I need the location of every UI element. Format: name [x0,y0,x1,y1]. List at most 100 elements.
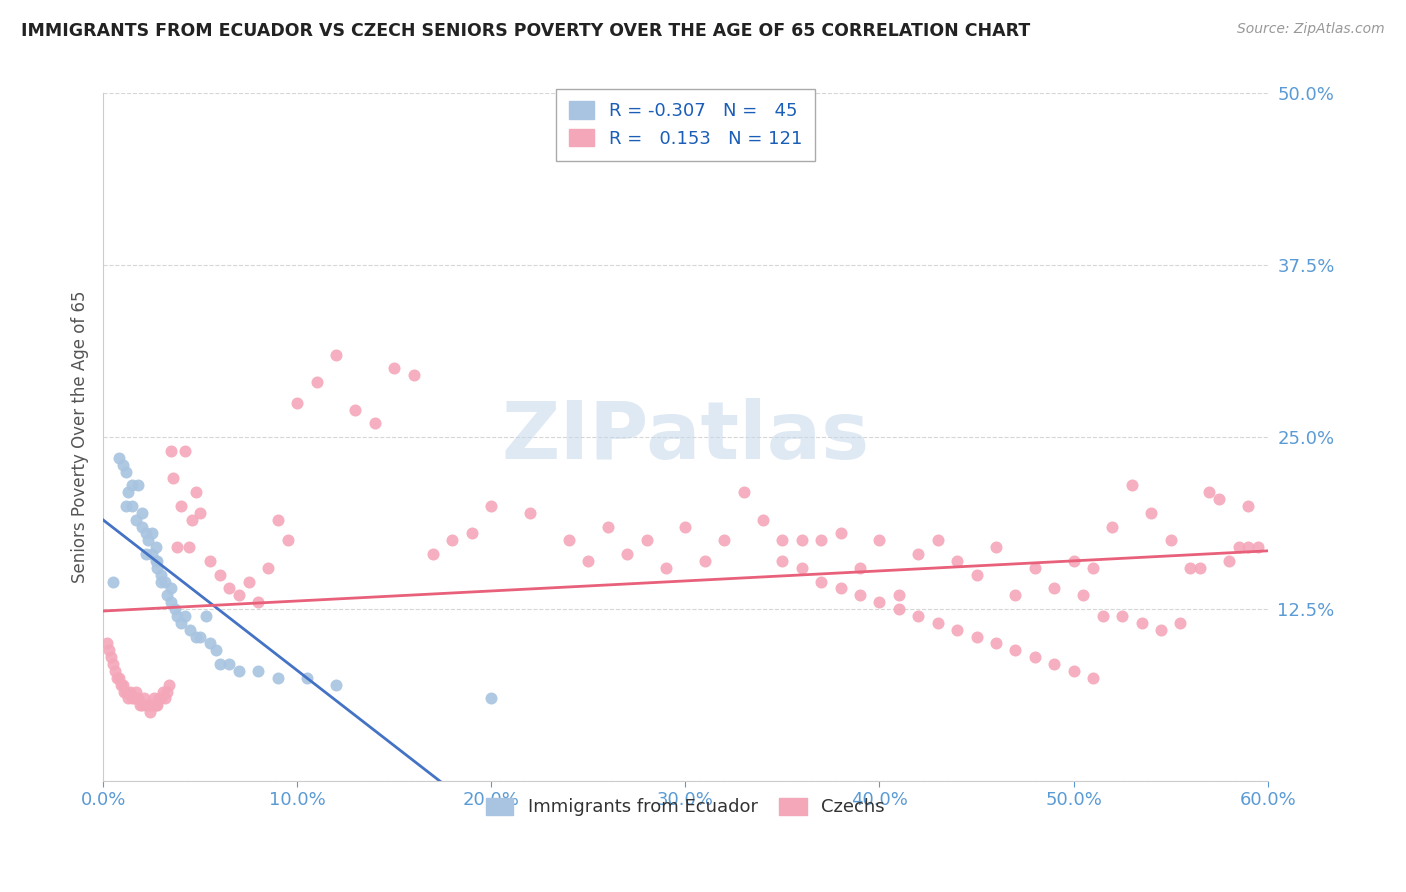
Point [1198,485,1220,500]
Point [100,650,122,665]
Point [636,533,658,548]
Point [238,574,260,589]
Point [441,533,464,548]
Point [173,444,195,458]
Point [1004,588,1026,602]
Point [402,368,425,383]
Point [382,361,405,376]
Point [155,691,177,706]
Point [186,485,208,500]
Point [160,444,183,458]
Point [115,684,138,698]
Point [1081,561,1104,575]
Point [152,684,174,698]
Point [131,519,153,533]
Point [125,684,148,698]
Point [146,698,169,713]
Point [97,643,120,657]
Point [713,533,735,548]
Point [121,499,143,513]
Text: Source: ZipAtlas.com: Source: ZipAtlas.com [1237,22,1385,37]
Point [247,664,270,678]
Point [105,671,128,685]
Point [160,582,183,596]
Point [830,526,852,541]
Point [1178,561,1201,575]
Text: ZIPatlas: ZIPatlas [502,398,869,476]
Point [772,533,794,548]
Point [170,615,193,630]
Point [869,533,891,548]
Point [162,471,184,485]
Point [135,547,157,561]
Point [198,636,221,650]
Point [364,417,387,431]
Point [1150,623,1173,637]
Point [907,547,929,561]
Point [228,664,250,678]
Point [1024,650,1046,665]
Point [344,402,367,417]
Point [110,678,132,692]
Point [422,547,444,561]
Point [596,519,619,533]
Point [576,554,599,568]
Point [752,513,775,527]
Point [208,567,231,582]
Point [1168,615,1191,630]
Point [461,526,484,541]
Point [111,458,134,472]
Point [177,540,200,554]
Point [887,602,910,616]
Point [195,609,218,624]
Point [96,636,118,650]
Point [166,540,188,554]
Point [1111,609,1133,624]
Point [519,506,541,520]
Point [150,691,173,706]
Point [125,513,148,527]
Point [101,657,124,672]
Point [156,588,179,602]
Point [790,533,813,548]
Point [198,554,221,568]
Point [160,595,183,609]
Point [1043,582,1066,596]
Point [136,533,159,548]
Point [1227,540,1250,554]
Point [157,678,180,692]
Point [295,671,318,685]
Point [181,513,204,527]
Point [117,485,139,500]
Point [267,671,290,685]
Point [810,574,832,589]
Point [693,554,716,568]
Point [1208,491,1230,506]
Point [146,554,169,568]
Point [163,602,186,616]
Point [772,554,794,568]
Point [1063,664,1085,678]
Point [257,561,280,575]
Point [267,513,290,527]
Point [1130,615,1153,630]
Point [115,499,138,513]
Point [927,533,949,548]
Point [673,519,696,533]
Point [325,348,347,362]
Point [107,450,129,465]
Point [179,623,201,637]
Point [479,691,502,706]
Point [907,609,929,624]
Point [1101,519,1123,533]
Point [135,526,157,541]
Point [305,375,328,389]
Point [132,691,155,706]
Point [145,698,167,713]
Point [1237,499,1260,513]
Point [869,595,891,609]
Point [285,396,308,410]
Point [655,561,678,575]
Point [121,691,143,706]
Point [107,671,129,685]
